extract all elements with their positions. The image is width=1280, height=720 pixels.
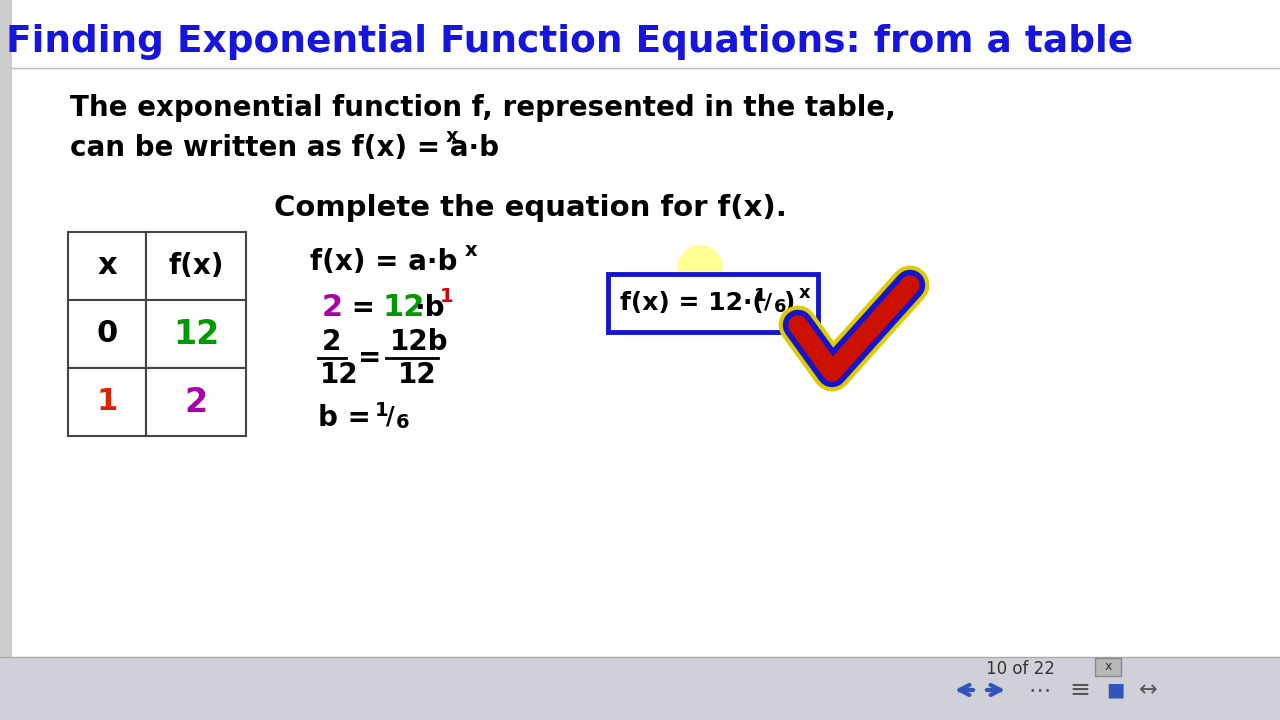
Text: ): ) — [783, 291, 795, 315]
Text: Finding Exponential Function Equations: from a table: Finding Exponential Function Equations: … — [6, 24, 1134, 60]
Bar — [0, 0, 12, 670]
Text: =: = — [358, 344, 381, 372]
Text: can be written as f(x) = a·b: can be written as f(x) = a·b — [70, 134, 499, 162]
Text: ⋯: ⋯ — [1029, 680, 1051, 700]
Text: 12: 12 — [381, 294, 425, 323]
Bar — [608, 274, 818, 332]
Text: =: = — [342, 294, 384, 322]
Text: 12: 12 — [173, 318, 219, 351]
Text: /: / — [387, 405, 394, 429]
Bar — [146, 232, 246, 300]
Text: b =: b = — [317, 404, 380, 432]
Text: 12: 12 — [398, 361, 436, 389]
Text: 1: 1 — [754, 287, 767, 305]
Text: 0: 0 — [96, 320, 118, 348]
Text: ↔: ↔ — [1139, 680, 1157, 700]
Text: x: x — [97, 251, 116, 281]
Circle shape — [678, 246, 722, 290]
Text: ≡: ≡ — [1070, 678, 1091, 702]
Text: ·b: ·b — [413, 294, 444, 322]
Text: 6: 6 — [396, 413, 410, 433]
Text: 1: 1 — [96, 387, 118, 416]
Text: 2: 2 — [323, 294, 343, 323]
Text: 1: 1 — [375, 400, 389, 420]
Text: Complete the equation for f(x).: Complete the equation for f(x). — [274, 194, 786, 222]
Text: f(x) = 12·(: f(x) = 12·( — [620, 291, 764, 315]
Bar — [68, 368, 146, 436]
Text: 10 of 22: 10 of 22 — [986, 660, 1055, 678]
Text: 2: 2 — [323, 328, 342, 356]
Text: /: / — [764, 292, 772, 312]
Text: 12b: 12b — [390, 328, 448, 356]
Text: x: x — [465, 240, 477, 259]
Bar — [0, 657, 1280, 720]
Text: 6: 6 — [774, 298, 786, 316]
Text: ■: ■ — [1106, 680, 1124, 700]
Text: x: x — [799, 284, 810, 302]
Text: f(x) = a·b: f(x) = a·b — [310, 248, 457, 276]
Text: f(x): f(x) — [168, 252, 224, 280]
Bar — [146, 368, 246, 436]
Text: 1: 1 — [440, 287, 453, 305]
Bar — [1094, 658, 1121, 676]
Text: 12: 12 — [320, 361, 358, 389]
Bar — [146, 300, 246, 368]
Bar — [68, 300, 146, 368]
Text: 2: 2 — [184, 385, 207, 418]
Text: x: x — [445, 127, 458, 146]
Text: The exponential function f, represented in the table,: The exponential function f, represented … — [70, 94, 896, 122]
Bar — [68, 232, 146, 300]
Text: x: x — [1105, 660, 1112, 673]
